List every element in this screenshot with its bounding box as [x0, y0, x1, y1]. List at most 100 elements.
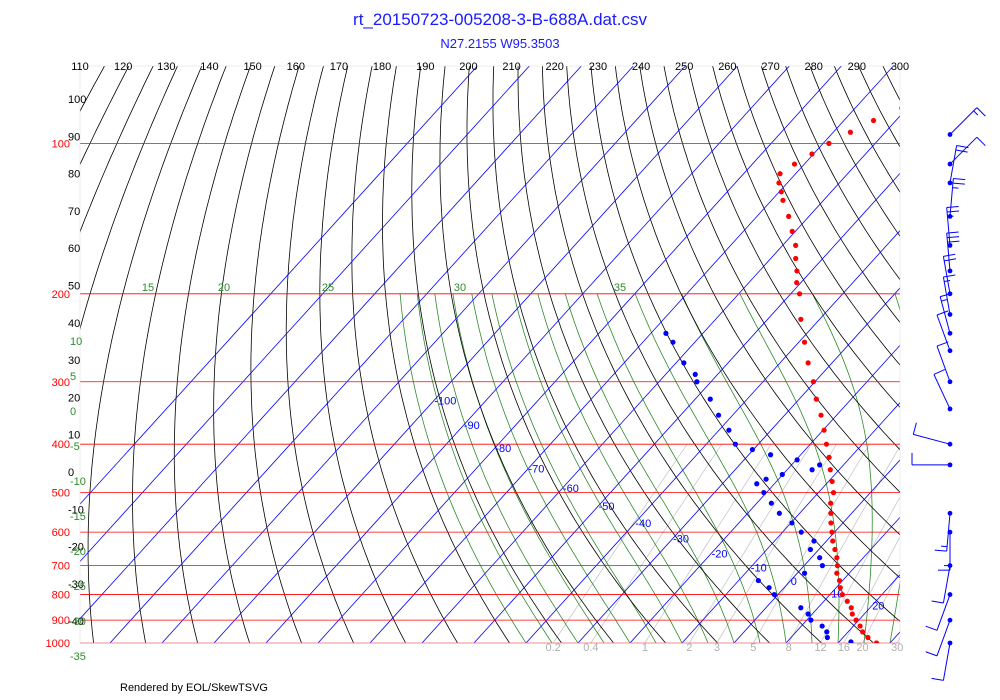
theta-e-label: 30 — [454, 282, 466, 294]
dewpoint-point — [692, 371, 698, 378]
temperature-point — [844, 598, 850, 604]
dewpoint-point — [808, 617, 814, 623]
temperature-point — [848, 605, 854, 611]
temperature-point — [924, 92, 929, 97]
wind-barb-flag — [952, 187, 959, 189]
isotherm — [421, 115, 900, 643]
wind-barb-flag — [947, 236, 960, 239]
temperature-point — [805, 360, 811, 366]
wind-barb — [933, 368, 953, 412]
temperature-point — [796, 291, 803, 297]
wind-barb-flag — [946, 231, 959, 234]
temperature-point — [899, 106, 900, 110]
temperature-point — [860, 629, 866, 635]
moist-adiabat — [681, 293, 813, 643]
mixing-ratio-line — [820, 496, 900, 643]
dewpoint-point — [761, 490, 767, 496]
dewpoint-point — [819, 623, 825, 629]
mixing-ratio-label: 30 — [891, 642, 903, 654]
wind-barb — [925, 617, 953, 657]
pressure-label: 100 — [52, 138, 70, 150]
dry-adiabat — [132, 66, 227, 643]
wind-barb — [947, 145, 969, 186]
mixing-ratio-line — [923, 444, 1000, 643]
theta-e-label: 20 — [218, 282, 230, 294]
temperature-point — [827, 467, 833, 473]
pressure-label: 200 — [52, 289, 70, 301]
wind-barb-flag — [952, 182, 965, 185]
temperature-point — [828, 500, 834, 506]
mixing-ratio-label: 12 — [814, 642, 826, 654]
wind-barb-flag — [973, 110, 979, 116]
wind-barb-flag — [931, 677, 944, 681]
temperature-point — [830, 538, 836, 544]
temperature-point — [794, 280, 800, 286]
potential-temperature-label: 240 — [632, 61, 650, 73]
dry-adiabat — [932, 66, 1000, 643]
dry-adiabat — [858, 66, 900, 148]
moist-adiabat — [634, 293, 787, 643]
temperature-point — [780, 197, 786, 203]
dewpoint-point — [768, 500, 774, 506]
dry-adiabat — [80, 66, 130, 166]
chart-subtitle: N27.2155 W95.3503 — [440, 36, 560, 51]
wind-barb-staff — [942, 256, 951, 294]
wind-barb-staff — [942, 565, 951, 604]
isotherms — [80, 66, 1000, 643]
dewpoint-point — [663, 330, 669, 336]
dewpoint-point — [819, 563, 825, 569]
pressure-label: 700 — [52, 561, 70, 573]
temperature-point — [778, 189, 784, 195]
potential-temperature-label: 190 — [416, 61, 434, 73]
wind-barb — [942, 253, 957, 297]
dewpoint-point — [767, 452, 774, 458]
mixing-ratio-label: 16 — [838, 642, 850, 654]
left-scale-label: -10 — [68, 504, 84, 516]
isotherm-label: -10 — [751, 563, 767, 575]
wind-barb-staff — [913, 433, 951, 445]
mixing-ratio-line — [788, 445, 900, 643]
isotherm-label: -80 — [495, 443, 511, 455]
wind-barb — [912, 422, 953, 447]
moist-adiabat — [942, 294, 1000, 643]
wind-barb — [931, 640, 953, 681]
dewpoint-point — [715, 412, 722, 418]
left-scale-label: 90 — [68, 131, 80, 143]
dry-adiabat — [466, 66, 666, 643]
mixing-ratio-label: 3 — [714, 642, 720, 654]
mixing-ratio-line — [590, 443, 723, 643]
dewpoint-point — [798, 529, 804, 535]
isotherm-label: -40 — [635, 518, 651, 530]
isotherm — [577, 287, 900, 643]
mixing-ratio-label: 0.4 — [583, 642, 598, 654]
dry-adiabat — [809, 66, 900, 237]
temperature-point — [865, 634, 871, 641]
moist-adiabat-label: -5 — [70, 441, 80, 453]
potential-temperature-label: 300 — [891, 61, 909, 73]
isotherm — [109, 66, 634, 643]
wind-barb-flag — [947, 215, 954, 218]
dewpoint-point — [798, 605, 804, 611]
moist-adiabat-label: 10 — [70, 336, 82, 348]
mixing-ratio-label: 2 — [686, 642, 692, 654]
dewpoint-point — [817, 462, 823, 468]
dry-adiabat — [0, 66, 32, 643]
wind-barb-station — [947, 242, 953, 248]
temperature-point — [786, 213, 792, 219]
wind-barb — [936, 341, 953, 385]
mixing-ratio-line — [843, 536, 900, 643]
temperature-point — [837, 585, 843, 591]
dry-adiabats — [0, 66, 1000, 643]
wind-barb-flag — [976, 107, 986, 117]
left-scale-label: -20 — [68, 542, 84, 554]
temperature-point — [826, 454, 832, 460]
isotherm — [942, 66, 1000, 643]
dewpoint-point — [848, 639, 854, 643]
dry-adiabat — [590, 66, 900, 622]
sounding-data — [663, 92, 929, 643]
wind-barb-staff — [933, 374, 951, 410]
isobars — [79, 65, 901, 644]
moist-adiabat-label: -25 — [70, 581, 86, 593]
potential-temperature-label: 270 — [761, 61, 779, 73]
temperature-point — [810, 379, 816, 385]
